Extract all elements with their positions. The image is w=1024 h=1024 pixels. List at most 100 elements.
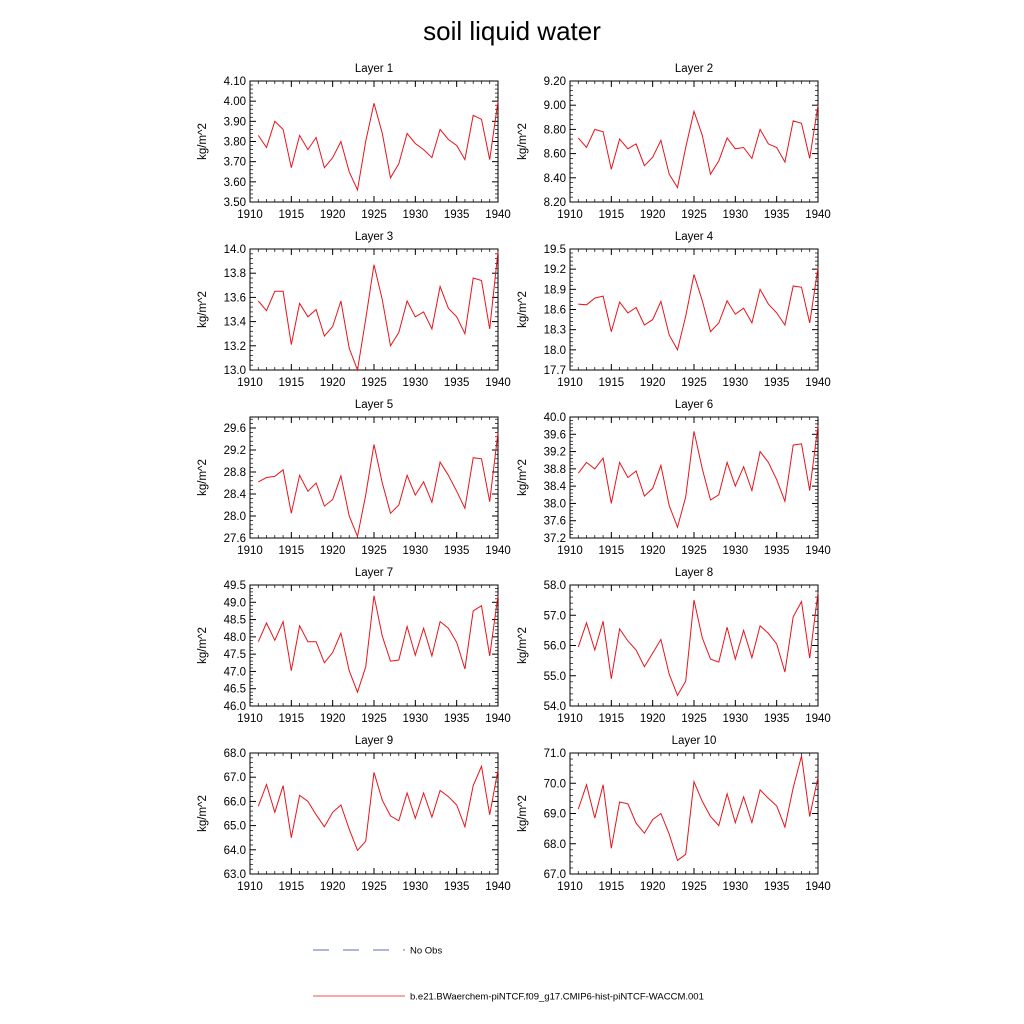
x-tick-label: 1915 [599, 209, 625, 221]
y-tick-label: 3.60 [224, 177, 246, 189]
y-tick-label: 8.60 [544, 149, 566, 161]
y-tick-label: 64.0 [224, 845, 246, 857]
y-tick-label: 48.0 [224, 632, 246, 644]
panel-title: Layer 9 [355, 735, 393, 747]
y-tick-label: 56.0 [544, 641, 566, 653]
y-tick-label: 18.6 [544, 305, 566, 317]
panel-layer-9: Layer 9 kg/m^2 1910 1915 1920 1925 1930 1935 194… [197, 735, 511, 893]
y-axis-label: kg/m^2 [517, 123, 529, 160]
y-tick-label: 8.40 [544, 173, 566, 185]
panel-layer-5: Layer 5 kg/m^2 1910 1915 1920 1925 1930 1935 194… [197, 399, 511, 557]
y-tick-label: 70.0 [544, 778, 566, 790]
x-tick-label: 1925 [681, 545, 707, 557]
x-tick-label: 1935 [764, 209, 790, 221]
x-tick-label: 1915 [599, 377, 625, 389]
x-tick-label: 1925 [681, 209, 707, 221]
x-tick-label: 1930 [723, 713, 749, 725]
y-tick-label: 13.8 [224, 268, 246, 280]
x-tick-label: 1910 [237, 377, 263, 389]
y-tick-label: 46.0 [224, 701, 246, 713]
x-tick-label: 1935 [444, 713, 470, 725]
y-tick-label: 18.3 [544, 325, 566, 337]
y-axis-label: kg/m^2 [517, 291, 529, 328]
x-tick-label: 1930 [723, 545, 749, 557]
y-tick-label: 47.0 [224, 666, 246, 678]
x-tick-label: 1935 [444, 209, 470, 221]
y-tick-label: 4.10 [224, 76, 246, 88]
x-tick-label: 1920 [640, 377, 666, 389]
y-tick-label: 46.5 [224, 684, 246, 696]
y-tick-label: 19.2 [544, 264, 566, 276]
y-tick-label: 48.5 [224, 615, 246, 627]
y-tick-label: 68.0 [544, 839, 566, 851]
y-tick-label: 57.0 [544, 610, 566, 622]
y-tick-label: 65.0 [224, 821, 246, 833]
series-line-layer-2 [577, 105, 819, 189]
x-tick-label: 1935 [764, 545, 790, 557]
y-tick-label: 27.6 [224, 533, 246, 545]
y-tick-label: 3.80 [224, 137, 246, 149]
y-tick-label: 39.2 [544, 447, 566, 459]
x-tick-label: 1940 [805, 377, 831, 389]
panel-title: Layer 2 [675, 63, 713, 75]
y-tick-label: 49.0 [224, 597, 246, 609]
panel-title: Layer 3 [355, 231, 393, 243]
y-axis-label: kg/m^2 [517, 459, 529, 496]
y-tick-label: 18.9 [544, 284, 566, 296]
x-tick-label: 1940 [485, 377, 511, 389]
x-tick-label: 1930 [723, 881, 749, 893]
figure-title: soil liquid water [423, 16, 601, 46]
y-tick-label: 67.0 [544, 869, 566, 881]
y-tick-label: 13.0 [224, 365, 246, 377]
y-tick-label: 38.4 [544, 481, 567, 493]
x-tick-label: 1925 [681, 713, 707, 725]
x-tick-label: 1935 [764, 713, 790, 725]
y-tick-label: 68.0 [224, 748, 246, 760]
plot-frame [249, 416, 499, 539]
panel-layer-1: Layer 1 kg/m^2 1910 1915 1920 1925 1930 1935 194… [197, 63, 511, 221]
x-tick-label: 1910 [557, 881, 583, 893]
x-tick-label: 1930 [403, 881, 429, 893]
y-axis-label: kg/m^2 [517, 795, 529, 832]
y-axis-label: kg/m^2 [197, 459, 209, 496]
y-tick-label: 8.20 [544, 197, 566, 209]
x-tick-label: 1925 [361, 209, 387, 221]
x-tick-label: 1935 [764, 377, 790, 389]
y-tick-label: 28.4 [224, 489, 247, 501]
x-tick-label: 1930 [723, 377, 749, 389]
y-tick-label: 49.5 [224, 580, 246, 592]
x-tick-label: 1925 [361, 545, 387, 557]
y-tick-label: 47.5 [224, 649, 246, 661]
y-tick-label: 29.2 [224, 445, 246, 457]
panel-title: Layer 6 [675, 399, 713, 411]
series-line-layer-7 [257, 595, 499, 694]
y-tick-label: 37.6 [544, 516, 566, 528]
x-tick-label: 1930 [403, 713, 429, 725]
y-tick-label: 8.80 [544, 124, 566, 136]
panel-title: Layer 5 [355, 399, 393, 411]
y-axis-label: kg/m^2 [197, 123, 209, 160]
series-line-layer-10 [577, 755, 819, 862]
y-tick-label: 17.7 [544, 365, 566, 377]
y-tick-label: 19.5 [544, 244, 566, 256]
y-axis-label: kg/m^2 [517, 627, 529, 664]
y-axis-label: kg/m^2 [197, 291, 209, 328]
y-tick-label: 9.20 [544, 76, 566, 88]
x-tick-label: 1920 [640, 209, 666, 221]
x-tick-label: 1915 [599, 881, 625, 893]
panel-layer-2: Layer 2 kg/m^2 1910 1915 1920 1925 1930 1935 194… [517, 63, 831, 221]
x-tick-label: 1935 [444, 545, 470, 557]
x-tick-label: 1925 [361, 881, 387, 893]
x-tick-label: 1925 [681, 881, 707, 893]
x-tick-label: 1920 [320, 209, 346, 221]
y-tick-label: 28.0 [224, 511, 246, 523]
plot-frame [569, 80, 819, 203]
y-tick-label: 66.0 [224, 796, 246, 808]
x-tick-label: 1910 [557, 713, 583, 725]
x-tick-label: 1920 [640, 713, 666, 725]
y-tick-label: 13.4 [224, 317, 247, 329]
x-tick-label: 1920 [640, 545, 666, 557]
x-tick-label: 1940 [805, 545, 831, 557]
x-tick-label: 1920 [320, 377, 346, 389]
x-tick-label: 1910 [557, 377, 583, 389]
